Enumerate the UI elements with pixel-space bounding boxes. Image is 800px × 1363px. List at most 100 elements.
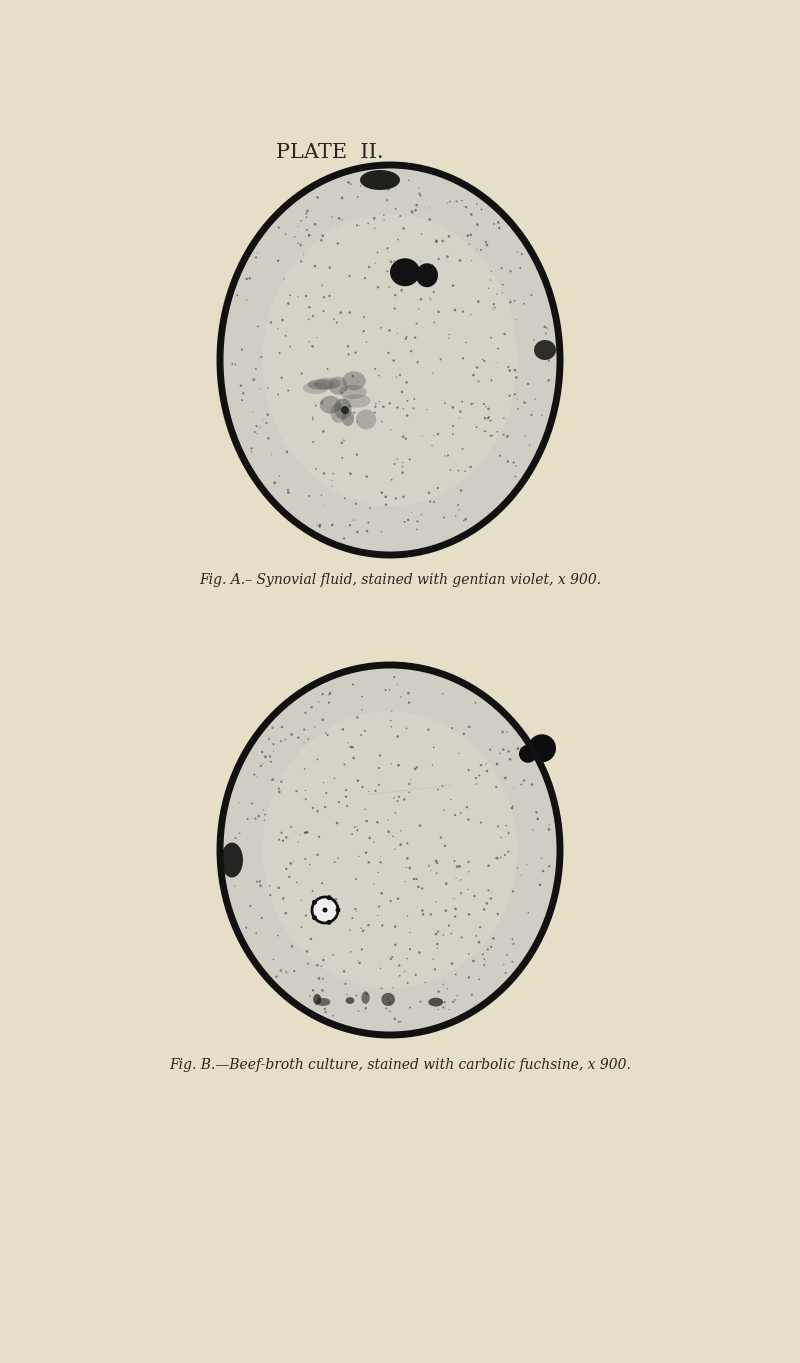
Point [423,288,436,309]
Point [337,718,350,740]
Point [426,435,438,457]
Point [356,776,369,797]
Point [388,297,401,319]
Point [318,462,330,484]
Point [466,249,478,271]
Point [446,397,459,418]
Point [485,936,498,958]
Point [479,752,492,774]
Point [334,394,347,416]
Point [394,686,407,707]
Point [254,755,267,777]
Point [285,852,298,874]
Point [243,267,256,289]
Point [456,391,469,413]
Point [413,942,426,964]
Point [266,444,278,466]
Ellipse shape [416,263,438,288]
Point [256,741,269,763]
Point [460,196,473,218]
Point [488,213,501,234]
Point [461,796,474,818]
Point [514,864,527,886]
Point [422,483,435,504]
Point [478,393,490,414]
Point [294,234,307,256]
Point [294,890,307,912]
Point [363,827,376,849]
Point [511,737,524,759]
Point [497,739,510,761]
Point [315,955,328,977]
Point [306,880,319,902]
Ellipse shape [322,908,327,912]
Point [344,940,357,962]
Point [481,893,494,915]
Point [377,395,390,417]
Point [253,348,266,369]
Point [523,435,536,457]
Point [399,428,412,450]
Point [385,716,398,737]
Point [397,425,410,447]
Point [458,461,471,483]
Point [398,258,410,279]
Point [497,274,510,296]
Point [411,511,424,533]
Point [401,390,414,412]
Point [318,495,330,517]
Point [386,701,398,722]
Point [486,425,499,447]
Point [302,225,315,247]
Point [267,733,280,755]
Point [306,409,319,431]
Point [432,921,445,943]
Point [538,316,551,338]
Point [518,425,531,447]
Point [328,851,341,872]
Point [452,493,465,515]
Point [491,904,504,925]
Point [471,214,484,236]
Ellipse shape [326,920,331,925]
Point [478,898,490,920]
Point [507,932,520,954]
Point [338,488,351,510]
Point [394,821,407,842]
Point [427,736,440,758]
Point [444,459,457,481]
Point [424,491,437,512]
Point [382,277,395,298]
Point [427,491,440,512]
Point [298,718,310,740]
Point [462,879,474,901]
Point [431,477,444,499]
Ellipse shape [314,378,341,390]
Point [338,429,350,451]
Point [446,424,459,446]
Point [307,431,320,453]
Point [509,383,522,405]
Point [511,398,524,420]
Ellipse shape [342,371,366,390]
Point [338,961,350,983]
Ellipse shape [390,258,420,286]
Point [438,799,450,821]
Point [346,736,359,758]
Point [511,241,524,263]
Point [399,327,412,349]
Point [414,251,427,273]
Point [482,408,494,429]
Point [470,773,482,795]
Point [437,924,450,946]
Point [323,684,336,706]
Point [398,961,411,983]
Point [500,815,513,837]
Point [485,936,498,958]
Point [252,806,265,827]
Point [485,260,498,282]
Point [385,251,398,273]
Point [416,425,429,447]
Ellipse shape [262,214,518,506]
Point [484,269,497,290]
